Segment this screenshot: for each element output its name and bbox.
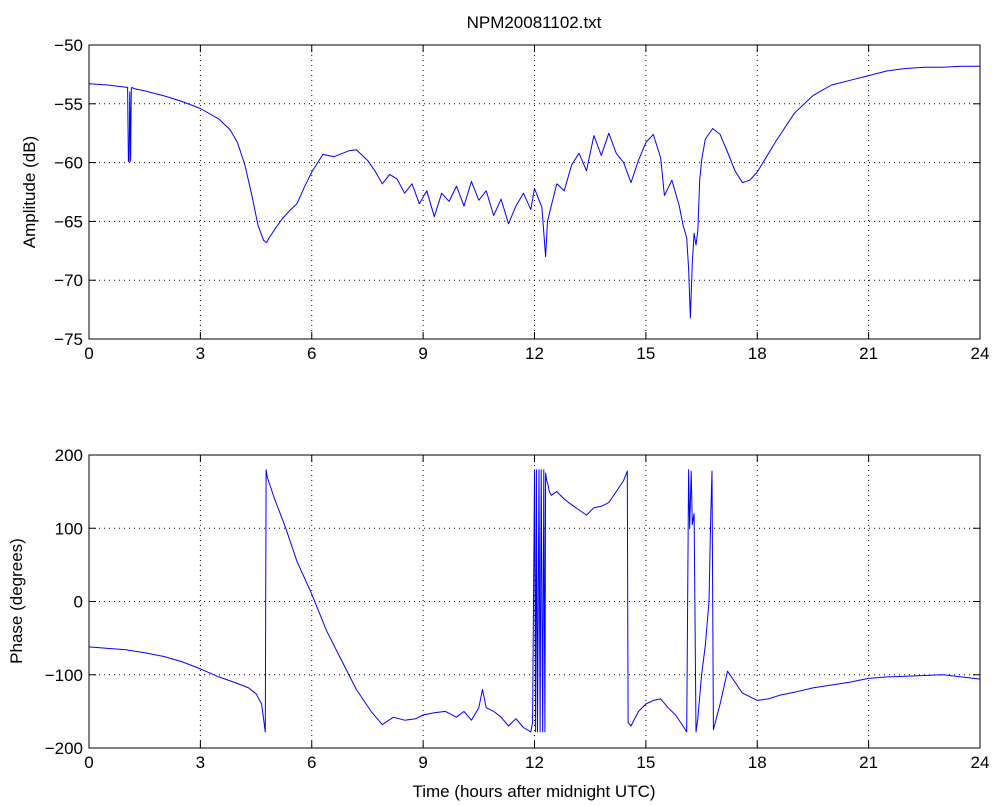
amplitude-plot-frame bbox=[88, 44, 981, 340]
amplitude-chart: 0 3 6 9 12 15 18 21 24 −75 −70 −65 −60 −55 −50 Amplitu… bbox=[20, 36, 989, 363]
phase-x-tick-label: 21 bbox=[859, 753, 878, 772]
phase-x-tick-label: 3 bbox=[196, 753, 205, 772]
figure-title: NPM20081102.txt bbox=[467, 13, 602, 32]
phase-x-tick-label: 6 bbox=[307, 753, 316, 772]
phase-x-tick-label: 24 bbox=[971, 753, 990, 772]
phase-y-tick-label: 100 bbox=[55, 519, 83, 538]
phase-ticks: 0 3 6 9 12 15 18 21 24 −200 −100 0 100 200 bbox=[45, 446, 990, 772]
amplitude-y-tick-label: −75 bbox=[54, 330, 83, 349]
amplitude-x-tick-label: 12 bbox=[525, 344, 544, 363]
phase-y-tick-label: 200 bbox=[55, 446, 83, 465]
amplitude-x-tick-label: 21 bbox=[859, 344, 878, 363]
amplitude-x-tick-label: 24 bbox=[971, 344, 990, 363]
amplitude-x-tick-label: 6 bbox=[307, 344, 316, 363]
phase-x-tick-label: 9 bbox=[418, 753, 427, 772]
phase-y-tick-label: −100 bbox=[45, 666, 83, 685]
phase-chart: 0 3 6 9 12 15 18 21 24 −200 −100 0 100 200 Phase (deg… bbox=[7, 446, 989, 801]
phase-x-tick-label: 15 bbox=[636, 753, 655, 772]
amplitude-grid bbox=[89, 45, 980, 339]
phase-x-axis-label: Time (hours after midnight UTC) bbox=[412, 782, 655, 801]
phase-series-line bbox=[88, 469, 981, 733]
amplitude-y-axis-label: Amplitude (dB) bbox=[20, 136, 39, 248]
amplitude-y-tick-label: −60 bbox=[54, 154, 83, 173]
amplitude-x-tick-label: 18 bbox=[748, 344, 767, 363]
phase-y-tick-label: −200 bbox=[45, 739, 83, 758]
amplitude-x-tick-label: 3 bbox=[196, 344, 205, 363]
amplitude-y-tick-label: −65 bbox=[54, 212, 83, 231]
phase-y-axis-label: Phase (degrees) bbox=[7, 538, 26, 664]
amplitude-y-tick-label: −70 bbox=[54, 271, 83, 290]
amplitude-y-tick-label: −55 bbox=[54, 95, 83, 114]
phase-x-tick-label: 12 bbox=[525, 753, 544, 772]
phase-x-tick-label: 18 bbox=[748, 753, 767, 772]
amplitude-y-tick-label: −50 bbox=[54, 36, 83, 55]
amplitude-ticks: 0 3 6 9 12 15 18 21 24 −75 −70 −65 −60 −55 −50 bbox=[54, 36, 989, 363]
phase-y-tick-label: 0 bbox=[74, 593, 83, 612]
amplitude-series-line bbox=[88, 65, 980, 319]
amplitude-x-tick-label: 15 bbox=[636, 344, 655, 363]
amplitude-x-tick-label: 0 bbox=[84, 344, 93, 363]
phase-x-tick-label: 0 bbox=[84, 753, 93, 772]
amplitude-x-tick-label: 9 bbox=[418, 344, 427, 363]
